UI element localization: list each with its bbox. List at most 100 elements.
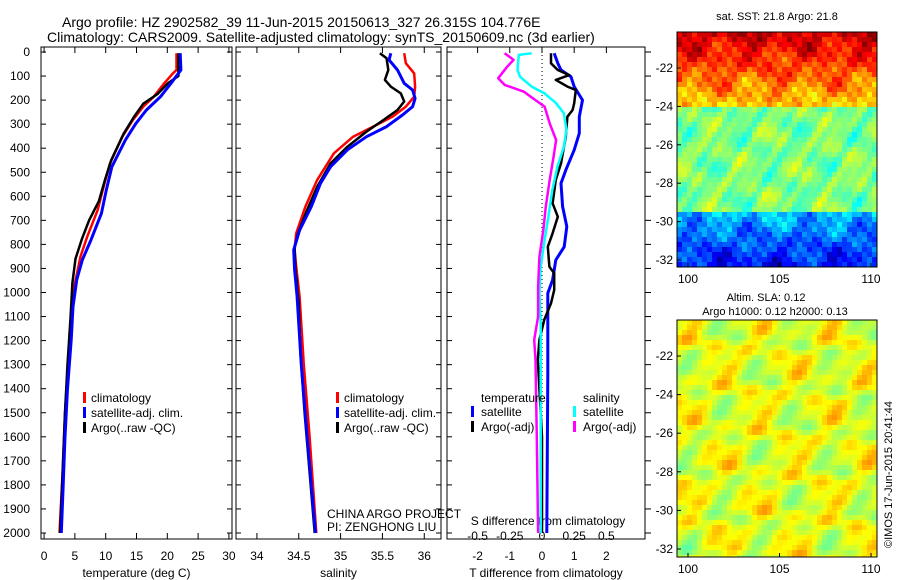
map-cell bbox=[687, 132, 692, 137]
map-cell bbox=[692, 232, 697, 237]
map-cell bbox=[762, 460, 767, 465]
map-cell bbox=[757, 192, 762, 197]
map-cell bbox=[827, 157, 832, 162]
map-cell bbox=[692, 430, 697, 435]
map-cell bbox=[752, 72, 757, 77]
map-cell bbox=[762, 72, 767, 77]
map-cell bbox=[747, 320, 752, 325]
map-cell bbox=[782, 335, 787, 340]
map-cell bbox=[837, 92, 842, 97]
map-cell bbox=[722, 77, 727, 82]
map-cell bbox=[767, 212, 772, 217]
map-cell bbox=[787, 142, 792, 147]
map-cell bbox=[767, 102, 772, 107]
map-cell bbox=[682, 122, 687, 127]
map-cell bbox=[687, 137, 692, 142]
map-cell bbox=[797, 167, 802, 172]
map-cell bbox=[807, 62, 812, 67]
map-cell bbox=[857, 167, 862, 172]
map-cell bbox=[862, 102, 867, 107]
map-cell bbox=[707, 47, 712, 52]
map-cell bbox=[767, 465, 772, 470]
map-cell bbox=[792, 142, 797, 147]
map-cell bbox=[772, 152, 777, 157]
map-cell bbox=[812, 335, 817, 340]
map-cell bbox=[852, 52, 857, 57]
map-cell bbox=[757, 325, 762, 330]
map-cell bbox=[717, 320, 722, 325]
map-cell bbox=[747, 335, 752, 340]
map-cell bbox=[867, 57, 872, 62]
map-cell bbox=[782, 247, 787, 252]
map-cell bbox=[787, 227, 792, 232]
map-cell bbox=[852, 515, 857, 520]
map-cell bbox=[867, 475, 872, 480]
map-cell bbox=[752, 455, 757, 460]
map-cell bbox=[837, 167, 842, 172]
map-cell bbox=[847, 87, 852, 92]
map-cell bbox=[752, 500, 757, 505]
map-cell bbox=[842, 177, 847, 182]
map-cell bbox=[702, 137, 707, 142]
map-cell bbox=[857, 325, 862, 330]
map-cell bbox=[742, 550, 747, 555]
map-cell bbox=[837, 222, 842, 227]
map-cell bbox=[787, 187, 792, 192]
map-cell bbox=[792, 192, 797, 197]
map-cell bbox=[717, 237, 722, 242]
map-cell bbox=[732, 485, 737, 490]
map-cell bbox=[812, 370, 817, 375]
map-cell bbox=[847, 167, 852, 172]
map-cell bbox=[712, 515, 717, 520]
map-cell bbox=[742, 132, 747, 137]
map-cell bbox=[762, 87, 767, 92]
map-cell bbox=[872, 187, 877, 192]
map-cell bbox=[757, 67, 762, 72]
map-cell bbox=[847, 420, 852, 425]
map-cell bbox=[682, 325, 687, 330]
map-cell bbox=[812, 415, 817, 420]
map-cell bbox=[817, 525, 822, 530]
map-cell bbox=[767, 385, 772, 390]
map-cell bbox=[742, 445, 747, 450]
map-cell bbox=[742, 62, 747, 67]
map-cell bbox=[867, 345, 872, 350]
map-cell bbox=[797, 232, 802, 237]
map-cell bbox=[842, 77, 847, 82]
map-cell bbox=[802, 67, 807, 72]
map-cell bbox=[802, 177, 807, 182]
map-cell bbox=[737, 360, 742, 365]
map-cell bbox=[867, 87, 872, 92]
map-cell bbox=[732, 450, 737, 455]
map-cell bbox=[842, 157, 847, 162]
map-cell bbox=[682, 87, 687, 92]
map-cell bbox=[862, 157, 867, 162]
map-cell bbox=[812, 525, 817, 530]
map-cell bbox=[872, 555, 877, 557]
map-cell bbox=[792, 335, 797, 340]
map-cell bbox=[727, 445, 732, 450]
map-cell bbox=[747, 505, 752, 510]
map-cell bbox=[757, 117, 762, 122]
map-cell bbox=[862, 425, 867, 430]
map-cell bbox=[712, 167, 717, 172]
map-cell bbox=[792, 47, 797, 52]
map-cell bbox=[827, 172, 832, 177]
map-cell bbox=[737, 42, 742, 47]
map-cell bbox=[682, 142, 687, 147]
map-cell bbox=[737, 535, 742, 540]
map-cell bbox=[797, 445, 802, 450]
map-cell bbox=[762, 202, 767, 207]
map-cell bbox=[812, 37, 817, 42]
map-cell bbox=[862, 142, 867, 147]
map-cell bbox=[857, 430, 862, 435]
map-cell bbox=[737, 227, 742, 232]
map-cell bbox=[862, 247, 867, 252]
map-cell bbox=[787, 42, 792, 47]
map-cell bbox=[707, 545, 712, 550]
map-cell bbox=[837, 390, 842, 395]
map-cell bbox=[782, 47, 787, 52]
map-cell bbox=[847, 152, 852, 157]
map-cell bbox=[712, 217, 717, 222]
map-cell bbox=[757, 237, 762, 242]
